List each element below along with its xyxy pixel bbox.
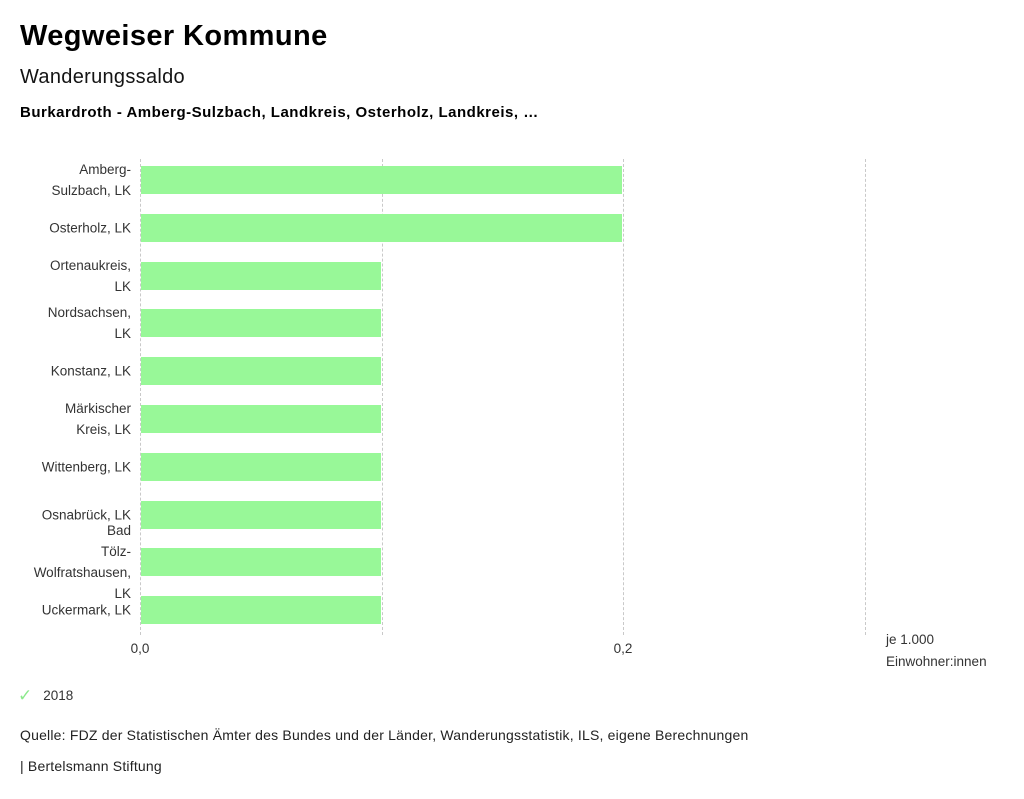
x-axis-unit-label: je 1.000 Einwohner:innen [886,632,987,669]
category-label: Osterholz, LK [49,220,131,236]
category-label: Wittenberg, LK [41,459,131,475]
check-icon: ✓ [18,686,33,705]
bar[interactable] [141,357,381,386]
gridline [381,159,383,635]
category-label: Konstanz, LK [50,363,131,379]
bar[interactable] [141,405,381,433]
gridline [623,159,624,635]
category-label: Uckermark, LK [41,602,131,618]
bar[interactable] [141,213,622,242]
bar[interactable] [141,500,381,529]
chart-title: Wanderungssaldo [20,66,185,88]
bar[interactable] [141,261,381,290]
legend-year-label: 2018 [43,688,74,703]
bar[interactable] [141,309,381,338]
bar[interactable] [141,452,381,481]
category-label: Amberg- Sulzbach, LK [51,162,131,198]
x-axis-tick-label: 0,2 [613,641,633,656]
gridline [864,159,866,635]
x-axis-tick-label: 0,0 [130,641,150,656]
category-label: Ortenaukreis, LK [49,257,131,294]
source-text: Quelle: FDZ der Statistischen Ämter des … [20,727,749,743]
bar[interactable] [141,548,381,577]
bar[interactable] [141,166,622,194]
attribution-text: | Bertelsmann Stiftung [20,758,162,774]
category-label: Osnabrück, LK [41,507,131,523]
app-title: Wegweiser Kommune [20,20,328,52]
chart-comparison-subtitle: Burkardroth - Amberg-Sulzbach, Landkreis… [20,104,539,121]
category-label: Märkischer Kreis, LK [64,401,131,437]
category-label: Nordsachsen, LK [47,305,131,342]
bar[interactable] [141,596,381,625]
legend-item-2018[interactable]: ✓ 2018 [18,687,73,704]
category-label: Bad Tölz- Wolfratshausen, LK [33,523,131,602]
gridline [140,159,141,635]
